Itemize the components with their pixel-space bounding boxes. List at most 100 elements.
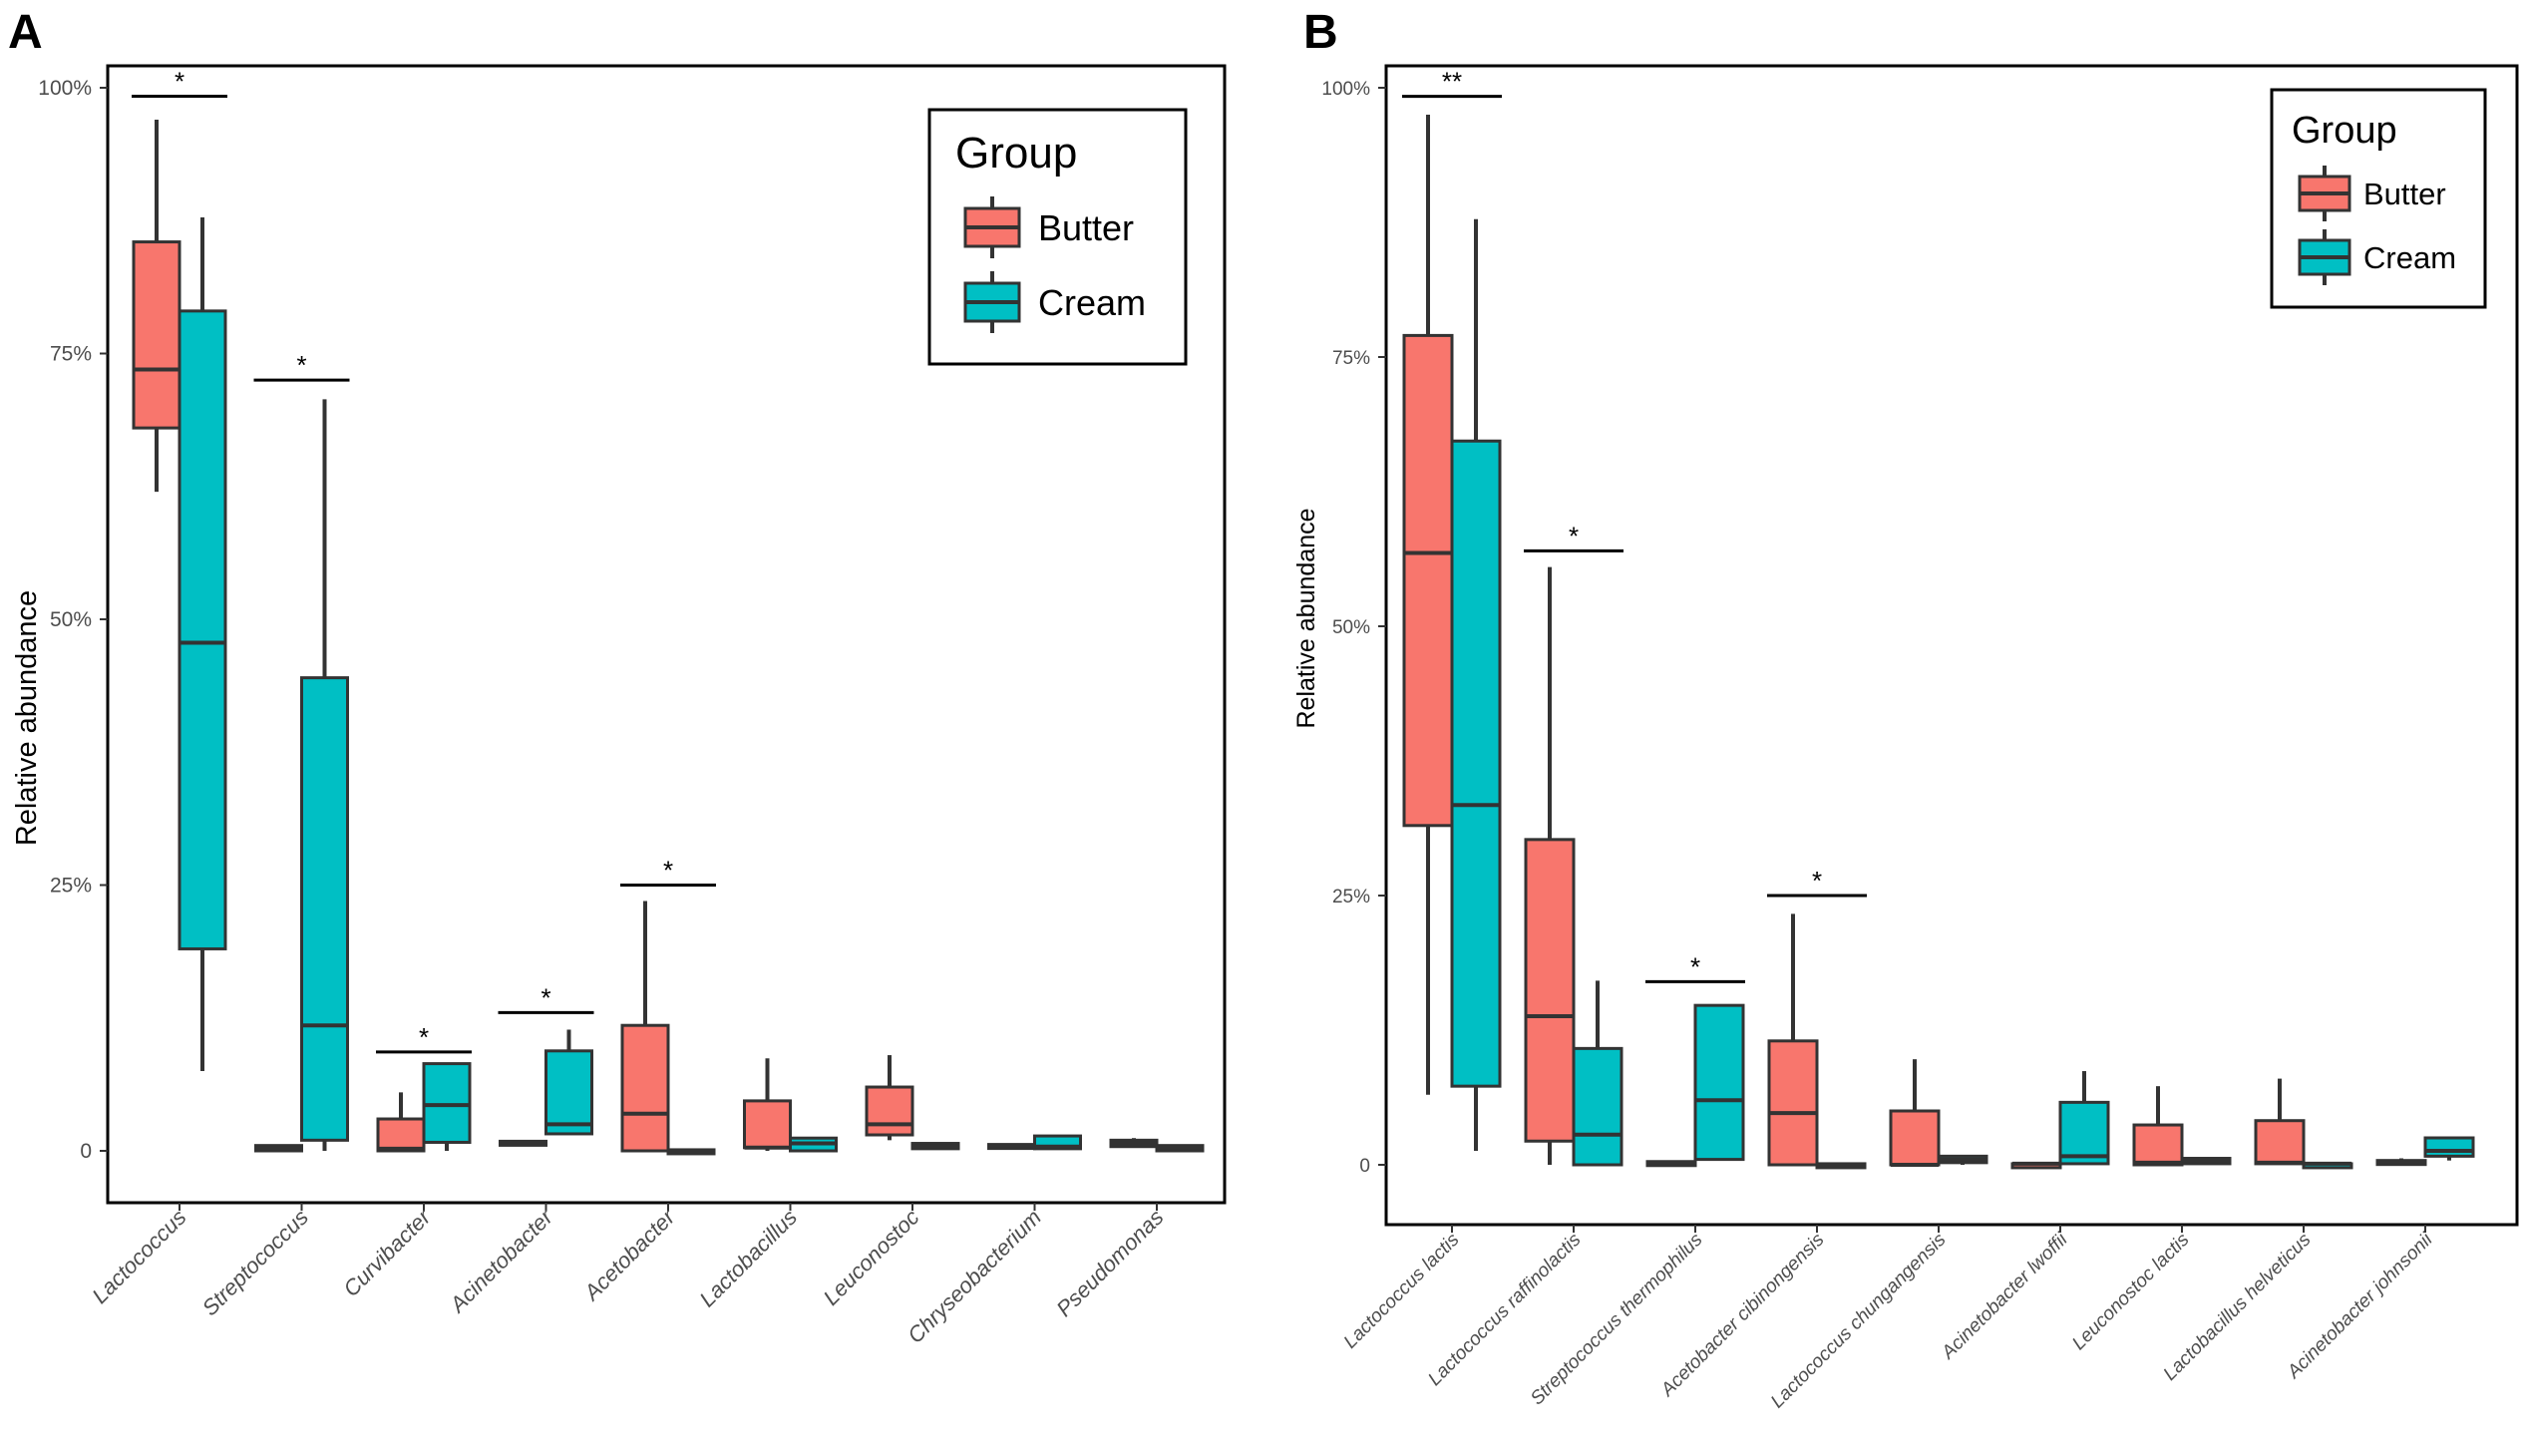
panel-a-box-cream-7 [1033,1134,1082,1151]
y-tick-label: 0 [80,1140,92,1163]
panel-b-box-cream-2 [1693,1003,1745,1162]
panel-b-legend: Group Butter Cream [2270,88,2487,309]
panel-b-box-butter-5 [2010,1161,2062,1170]
panel-b-box-butter-2 [1645,1160,1697,1168]
panel-a-box-butter-7 [987,1143,1036,1151]
panel-a-box-butter-4 [620,901,670,1153]
legend-key-cream [963,271,1021,333]
y-tick-label: 75% [50,343,92,366]
box [178,309,227,950]
significance-star: * [663,856,673,886]
box [544,1049,593,1136]
panel-b-frame [1384,64,2519,1227]
significance-star: * [1690,951,1700,981]
legend-key-butter [2298,166,2351,221]
panel-a-box-butter-1 [254,1144,303,1153]
legend-label-butter: Butter [2363,177,2446,211]
legend-title: Group [955,129,1077,178]
panel-a-box-cream-1 [300,399,349,1151]
box [743,1099,792,1150]
panel-a-y-axis-label: Relative abundance [11,590,43,846]
panel-a-box-cream-2 [422,1062,472,1151]
panel-a-letter: A [8,6,43,59]
panel-b-box-cream-8 [2423,1136,2475,1161]
y-tick-label: 100% [38,77,92,100]
panel-b-box-butter-3 [1767,913,1819,1167]
panel-a-box-cream-5 [789,1136,838,1153]
box [132,240,181,430]
box [2254,1119,2306,1166]
x-tick-label: Streptococcus [197,1205,313,1320]
significance-star: * [296,350,306,380]
panel-a-box-butter-6 [865,1055,914,1141]
panel-b-box-cream-4 [1937,1154,1988,1165]
box [865,1085,914,1137]
legend-key-butter [963,196,1021,258]
significance-star: * [175,67,184,97]
y-tick-label: 75% [1332,348,1370,369]
x-tick-label: Pseudomonas [1051,1205,1168,1321]
panel-b-letter: B [1303,6,1338,59]
y-tick-label: 50% [1332,617,1370,638]
significance-star: * [1812,866,1822,896]
significance-star: * [541,982,550,1012]
box [1572,1046,1623,1167]
x-tick-label: Lactococcus lactis [1340,1229,1464,1352]
panel-a-box-butter-8 [1109,1138,1159,1149]
legend-label-cream: Cream [1038,282,1146,323]
legend-label-butter: Butter [1038,207,1134,248]
x-tick-label: Leuconostoc lactis [2068,1229,2194,1354]
panel-a-box-cream-4 [666,1148,716,1156]
x-tick-label: Curvibacter [338,1204,436,1301]
significance-star: * [1569,521,1579,550]
panel-b-box-butter-7 [2254,1078,2306,1166]
panel-b-y-axis-label: Relative abundance [1292,509,1320,729]
box [1693,1003,1745,1162]
box [376,1117,426,1153]
x-tick-label: Lactococcus [87,1205,190,1308]
panel-a-legend: Group Butter Cream [927,108,1188,366]
panel-b-box-cream-7 [2302,1161,2353,1170]
box [2058,1100,2110,1166]
panel-a-box-butter-3 [499,1139,547,1147]
x-tick-label: Acinetobacter [444,1204,558,1318]
y-tick-label: 25% [1332,887,1370,908]
y-tick-label: 100% [1321,79,1370,100]
legend-key-cream [2298,229,2351,285]
box [1402,333,1454,828]
box [1889,1109,1941,1167]
box [300,676,349,1142]
x-tick-label: Lactobacillus [694,1205,802,1312]
legend-label-cream: Cream [2363,240,2456,275]
box [620,1023,670,1153]
box [1524,838,1576,1143]
panel-a-box-cream-8 [1155,1144,1205,1153]
panel-b-box-butter-6 [2132,1086,2184,1167]
panel-a: A Relative abundance 0 25% 50% 75% 100% Lacto… [8,6,1227,1348]
panel-a-box-butter-2 [376,1092,426,1153]
y-tick-label: 25% [50,875,92,898]
panel-a-box-butter-5 [743,1058,792,1151]
panel-a-box-cream-6 [910,1142,960,1151]
legend-title: Group [2292,110,2397,152]
panel-b-box-butter-1 [1524,566,1576,1165]
y-tick-label: 50% [50,608,92,631]
y-tick-label: 0 [1359,1156,1370,1177]
panel-b-box-cream-5 [2058,1071,2110,1166]
x-tick-label: Chryseobacterium [902,1205,1046,1348]
panel-a-box-cream-0 [178,217,227,1072]
box [2423,1136,2475,1158]
panel-a-frame [106,64,1227,1205]
panel-b-box-cream-6 [2180,1157,2232,1166]
x-tick-label: Acinetobacter lwoffii [1938,1229,2073,1364]
box [1767,1039,1819,1167]
panel-b: B Relative abundance 0 25% 50% 75% 100% Lacto… [1292,6,2519,1412]
panel-b-box-cream-0 [1450,218,1502,1151]
significance-star: ** [1442,67,1462,97]
panel-b-box-cream-3 [1815,1162,1867,1170]
panel-b-box-butter-0 [1402,115,1454,1095]
panel-a-box-butter-0 [132,119,181,493]
significance-star: * [419,1022,429,1052]
box [422,1062,472,1144]
